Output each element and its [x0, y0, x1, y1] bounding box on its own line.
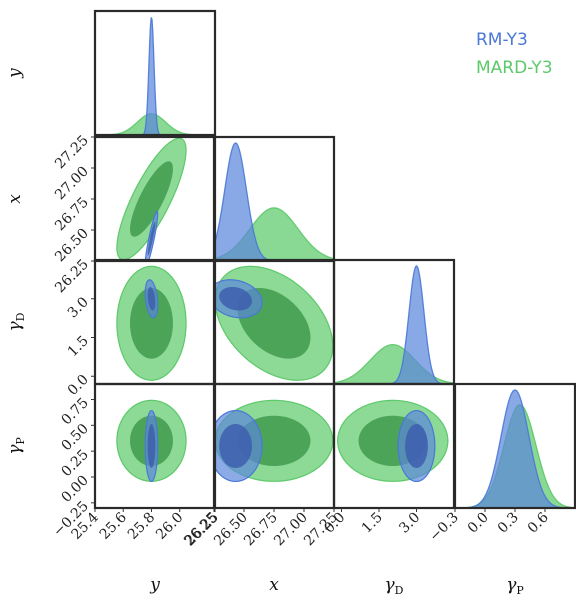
y-axis-label-x: x: [5, 194, 25, 204]
contour-68-rm-y3: [147, 286, 156, 311]
marginal-y: [95, 17, 215, 135]
contour-edge-rm-y3: [214, 279, 263, 319]
contour-edge-mard-y3: [116, 265, 187, 381]
x-tick-label-x: 26.25: [181, 510, 221, 550]
y-tick-label-x: 26.25: [52, 257, 92, 297]
x-tick-label-gD: 1.5: [359, 510, 386, 537]
y-tick-label-gP: 0.00: [58, 473, 91, 506]
y-tick-label-gD: 1.5: [65, 333, 92, 360]
y-axis-label-sub: D: [14, 312, 27, 321]
y-axis-label-gD: γD: [5, 312, 27, 331]
contours-x-vs-y: [116, 137, 187, 261]
y-tick-label-x: 27.25: [52, 133, 92, 173]
y-tick-label-x: 26.75: [52, 195, 92, 235]
contours-gP-vs-y: [116, 399, 187, 483]
contours-gD-vs-x: [214, 265, 334, 381]
marginal-gD: [334, 265, 454, 384]
density-line-gP-rm-y3: [455, 389, 575, 508]
y-axis-label-y: y: [5, 68, 25, 79]
density-y-rm-y3: [95, 17, 215, 135]
x-axis-label-x: x: [269, 575, 279, 595]
y-tick-label-gP: 0.25: [58, 447, 91, 480]
x-tick-label-x: 26.75: [241, 510, 281, 550]
x-axis-label-sub: P: [516, 584, 524, 597]
x-axis-label-sub: D: [395, 584, 404, 597]
x-axis-label-gD: γD: [385, 575, 404, 597]
y-tick-label-gD: 0.0: [65, 372, 92, 399]
x-tick-label-gP: 0.3: [495, 510, 522, 537]
x-tick-label-gP: 0.0: [465, 510, 492, 537]
marginal-x: [214, 142, 334, 261]
contour-68-rm-y3: [147, 221, 156, 256]
x-tick-label-x: 27.00: [271, 510, 311, 550]
y-axis-label-gP: γP: [5, 437, 27, 455]
contour-68-mard-y3: [130, 287, 173, 359]
contour-edge-rm-y3: [144, 409, 159, 483]
x-tick-label-y: 25.8: [125, 510, 158, 543]
marginal-gP: [455, 389, 575, 508]
density-line-gD-rm-y3: [334, 265, 454, 384]
legend-entry-mard-y3: MARD-Y3: [476, 58, 553, 78]
x-tick-label-gD: 3.0: [396, 510, 423, 537]
x-tick-label-y: 25.6: [97, 509, 130, 542]
panel-frame-y-y: [93, 9, 217, 137]
contour-edge-mard-y3: [116, 399, 187, 482]
density-gP-rm-y3: [455, 390, 575, 508]
x-axis-label-y: y: [149, 575, 160, 595]
x-tick-label-gP: 0.6: [525, 509, 552, 536]
contour-68-rm-y3: [219, 424, 253, 468]
y-tick-label-gD: 3.0: [65, 294, 92, 321]
x-tick-label-gP: −0.3: [426, 510, 461, 545]
y-tick-label-x: 26.50: [52, 226, 92, 266]
x-axis-label-gP: γP: [506, 575, 524, 597]
y-axis-label-sub: P: [14, 437, 27, 445]
contour-edge-rm-y3: [144, 279, 159, 319]
y-tick-label-x: 27.00: [52, 164, 92, 204]
contours-gD-vs-y: [116, 265, 187, 381]
density-x-rm-y3: [214, 143, 334, 261]
y-tick-label-gP: 0.50: [58, 421, 91, 454]
legend-entry-rm-y3: RM-Y3: [476, 30, 528, 50]
contour-edge-mard-y3: [116, 137, 187, 261]
contours-gP-vs-gD: [337, 399, 449, 483]
x-tick-label-x: 26.50: [211, 510, 251, 550]
contour-68-rm-y3: [219, 286, 253, 311]
contour-68-rm-y3: [405, 424, 428, 468]
density-line-y-rm-y3: [95, 17, 215, 135]
contour-68-mard-y3: [130, 161, 173, 237]
contour-edge-rm-y3: [397, 409, 436, 483]
y-tick-label-gP: 0.75: [58, 395, 91, 428]
density-gD-rm-y3: [334, 266, 454, 384]
contour-edge-rm-y3: [214, 409, 263, 483]
contours-gP-vs-x: [214, 399, 334, 483]
contour-68-rm-y3: [147, 424, 156, 468]
contour-edge-rm-y3: [144, 210, 159, 261]
